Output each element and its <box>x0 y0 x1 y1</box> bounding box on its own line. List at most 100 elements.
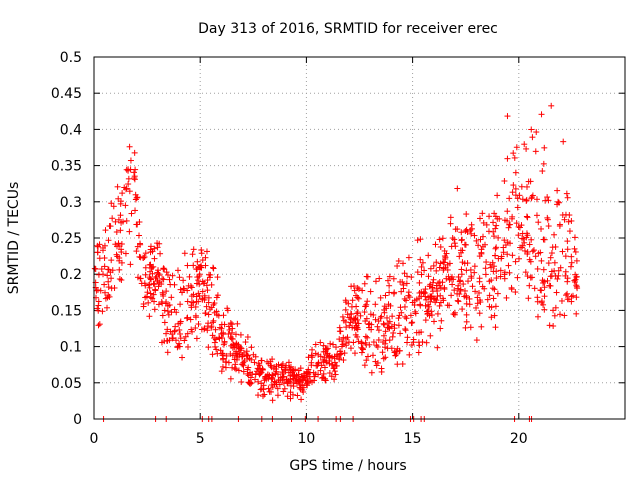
data-point <box>243 348 250 355</box>
data-point <box>108 285 115 292</box>
data-point <box>355 338 362 345</box>
data-point <box>327 340 334 347</box>
data-point <box>116 275 123 282</box>
data-point <box>524 248 531 255</box>
data-point <box>164 308 171 315</box>
data-point <box>381 303 388 310</box>
data-point <box>126 143 133 150</box>
data-point <box>441 259 448 266</box>
data-point <box>239 361 246 368</box>
data-point <box>326 353 333 360</box>
data-point <box>456 291 463 298</box>
data-point <box>427 281 434 288</box>
data-point <box>554 201 561 208</box>
data-point <box>477 236 484 243</box>
data-point <box>395 322 402 329</box>
data-point <box>287 389 294 396</box>
data-point <box>373 342 380 349</box>
data-point <box>413 329 420 336</box>
data-point <box>456 253 463 260</box>
data-point <box>233 340 240 347</box>
data-point <box>358 349 365 356</box>
data-point <box>462 228 469 235</box>
data-point <box>534 265 541 272</box>
data-point <box>505 224 512 231</box>
data-point <box>155 283 162 290</box>
data-point <box>439 235 446 242</box>
data-point <box>184 262 191 269</box>
data-point <box>414 237 421 244</box>
data-point <box>295 371 302 378</box>
y-tick-label: 0.1 <box>60 340 82 356</box>
data-point <box>276 381 283 388</box>
data-point <box>521 239 528 246</box>
data-point <box>438 317 445 324</box>
y-tick-label: 0.4 <box>60 122 82 138</box>
data-point <box>354 284 361 291</box>
data-point <box>131 149 138 156</box>
data-point <box>233 366 240 373</box>
data-point <box>127 261 134 268</box>
data-point <box>317 367 324 374</box>
data-point <box>330 341 337 348</box>
data-point <box>503 294 510 301</box>
data-point <box>336 336 343 343</box>
data-point <box>218 368 225 375</box>
data-point <box>544 194 551 201</box>
data-point <box>347 345 354 352</box>
data-point <box>159 275 166 282</box>
data-point <box>225 330 232 337</box>
data-point <box>244 366 251 373</box>
data-point <box>303 380 310 387</box>
data-point <box>355 320 362 327</box>
data-point <box>123 186 130 193</box>
data-point <box>491 210 498 217</box>
data-point <box>504 251 511 258</box>
data-point <box>183 315 190 322</box>
data-point <box>94 249 101 256</box>
data-point <box>101 242 108 249</box>
data-point <box>563 190 570 197</box>
data-point <box>188 304 195 311</box>
data-point <box>280 380 287 387</box>
data-point <box>568 217 575 224</box>
y-tick-label: 0.3 <box>60 195 82 211</box>
data-point <box>271 364 278 371</box>
data-point <box>168 309 175 316</box>
data-point <box>386 318 393 325</box>
data-point <box>458 271 465 278</box>
data-point <box>483 259 490 266</box>
data-point <box>449 281 456 288</box>
data-point <box>405 254 412 261</box>
data-point <box>482 265 489 272</box>
data-point <box>406 294 413 301</box>
data-point <box>123 217 130 224</box>
data-point <box>475 242 482 249</box>
data-point <box>460 281 467 288</box>
data-point <box>318 362 325 369</box>
data-point <box>193 298 200 305</box>
data-point <box>410 339 417 346</box>
data-point <box>437 299 444 306</box>
data-point <box>94 287 101 294</box>
data-point <box>281 366 288 373</box>
data-point <box>571 277 578 284</box>
data-point <box>394 361 401 368</box>
data-point <box>361 280 368 287</box>
data-point <box>564 290 571 297</box>
data-point <box>506 269 513 276</box>
data-point <box>123 166 130 173</box>
data-point <box>159 312 166 319</box>
data-point <box>161 307 168 314</box>
data-point <box>193 293 200 300</box>
data-point <box>152 287 159 294</box>
data-point <box>140 301 147 308</box>
data-point <box>390 329 397 336</box>
data-point <box>525 295 532 302</box>
data-point <box>231 365 238 372</box>
data-point <box>463 300 470 307</box>
data-point <box>296 379 303 386</box>
data-point <box>395 257 402 264</box>
data-point <box>122 202 129 209</box>
